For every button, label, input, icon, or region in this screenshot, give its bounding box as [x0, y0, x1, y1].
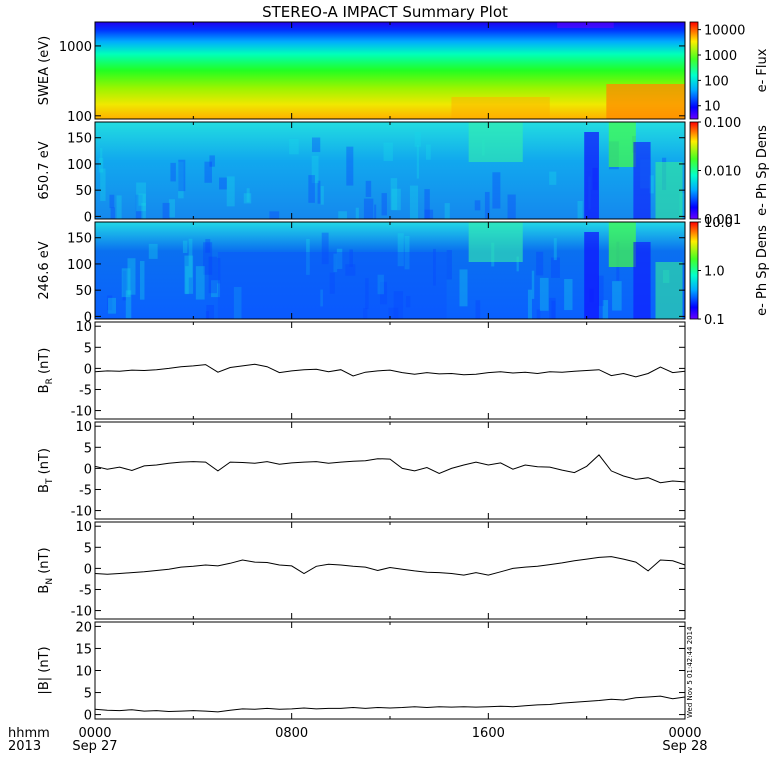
colorbar-2 — [689, 121, 699, 220]
spectrogram-1 — [95, 22, 685, 119]
colorbar-tick-label: 10.0 — [704, 216, 733, 231]
y-tick-label: 10 — [75, 665, 92, 680]
y-tick-label: 0 — [84, 310, 92, 325]
y-axis-label: 650.7 eV — [37, 141, 52, 199]
colorbar-label: e- Flux — [755, 48, 770, 92]
y-tick-label: 100 — [67, 158, 92, 173]
y-tick-label: -10 — [71, 405, 92, 420]
spectrogram-3 — [95, 222, 685, 319]
colorbar-tick-label: 0.1 — [704, 313, 725, 328]
plot-title: STEREO-A IMPACT Summary Plot — [262, 3, 508, 21]
series-line-5 — [94, 454, 686, 484]
time-tick-hhmm: 0000 — [78, 726, 111, 741]
y-tick-label: -5 — [79, 383, 92, 398]
series-line-4 — [94, 363, 686, 378]
colorbar-label: e- Ph Sp Dens — [755, 225, 770, 316]
colorbar-tick-label: 0.001 — [704, 213, 741, 228]
y-tick-label: 0 — [84, 709, 92, 724]
y-tick-label: 0 — [84, 562, 92, 577]
series-line-7 — [94, 695, 686, 713]
series-line-6 — [94, 556, 686, 576]
panel-7: 20 15 10 5 0 |B| (nT) — [37, 620, 686, 724]
panel-3: 10.0 1.0 0.1 e- Ph Sp Dens 150 100 50 0 246.6 eV — [37, 216, 770, 328]
colorbar-tick-label: 10000 — [704, 24, 745, 39]
y-tick-label: 100 — [67, 258, 92, 273]
y-tick-label: 0 — [84, 462, 92, 477]
y-tick-label: 150 — [67, 232, 92, 247]
y-tick-label: 5 — [84, 687, 92, 702]
time-tick-hhmm: 1600 — [472, 726, 505, 741]
time-row1-label: hhmm — [8, 726, 50, 741]
y-tick-label: 5 — [84, 541, 92, 556]
y-tick-label: -10 — [71, 605, 92, 620]
colorbar-3 — [689, 221, 699, 320]
generated-timestamp: Wed Nov 5 01:42:44 2014 — [686, 626, 694, 718]
y-tick-label: 10 — [75, 420, 92, 435]
colorbar-1 — [689, 21, 699, 120]
colorbar-tick-label: 100 — [704, 74, 729, 89]
y-axis-label: SWEA (eV) — [37, 36, 52, 105]
time-tick-hhmm: 0800 — [275, 726, 308, 741]
colorbar-tick-label: 1.0 — [704, 265, 725, 280]
y-tick-label: 50 — [75, 284, 92, 299]
time-tick-date: Sep 28 — [662, 739, 707, 754]
y-tick-label: 5 — [84, 441, 92, 456]
colorbar-label: e- Ph Sp Dens — [755, 125, 770, 216]
y-tick-label: 0 — [84, 362, 92, 377]
panel-5: 10 5 0 -5 -10 BT (nT) — [37, 420, 686, 520]
panel-2: 0.100 0.010 0.001 e- Ph Sp Dens 150 100 50 0 650… — [37, 116, 770, 228]
colorbar-tick-label: 10 — [704, 100, 721, 115]
y-tick-label: -5 — [79, 583, 92, 598]
y-tick-label: -5 — [79, 483, 92, 498]
y-tick-label: 10 — [75, 320, 92, 335]
y-tick-label: -10 — [71, 505, 92, 520]
y-axis-label: 246.6 eV — [37, 241, 52, 299]
y-axis-label: BN (nT) — [37, 547, 55, 593]
time-row2-label: 2013 — [8, 739, 41, 754]
y-axis-label: |B| (nT) — [37, 646, 52, 694]
y-tick-label: 15 — [75, 642, 92, 657]
y-axis-label: BT (nT) — [37, 448, 55, 493]
time-tick-date: Sep 27 — [72, 739, 117, 754]
y-tick-label: 150 — [67, 132, 92, 147]
colorbar-tick-label: 0.010 — [704, 165, 741, 180]
panel-1: 10000 1000 100 10 e- Flux 1000 100 SWEA (eV) — [37, 21, 770, 125]
y-tick-label: 100 — [67, 110, 92, 125]
time-tick-hhmm: 0000 — [668, 726, 701, 741]
colorbar-tick-label: 1000 — [704, 49, 737, 64]
y-tick-label: 1000 — [59, 40, 92, 55]
y-tick-label: 50 — [75, 184, 92, 199]
y-axis-label: BR (nT) — [37, 348, 55, 394]
panel-6: 10 5 0 -5 -10 BN (nT) — [37, 520, 686, 620]
panel-4: 10 5 0 -5 -10 BR (nT) — [37, 320, 686, 420]
y-tick-label: 10 — [75, 520, 92, 535]
y-tick-label: 0 — [84, 210, 92, 225]
y-tick-label: 5 — [84, 341, 92, 356]
colorbar-tick-label: 0.100 — [704, 116, 741, 131]
y-tick-label: 20 — [75, 620, 92, 635]
spectrogram-2 — [95, 122, 685, 219]
